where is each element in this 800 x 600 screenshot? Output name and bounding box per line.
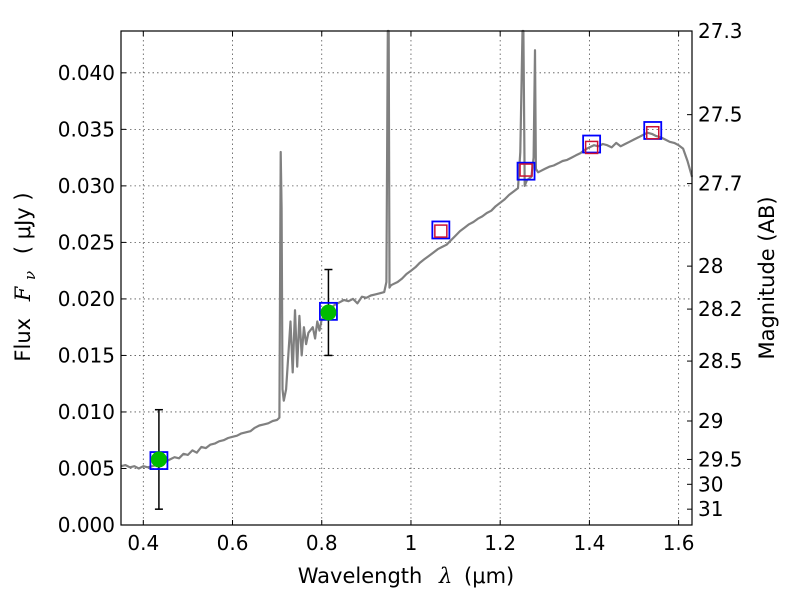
y2-tick-label: 27.3 <box>698 19 743 43</box>
y-tick-label: 0.025 <box>58 230 115 254</box>
plot-frame <box>120 30 693 526</box>
y-tick-label: 0.040 <box>58 61 115 85</box>
y-axis-label: Flux <box>11 318 35 362</box>
y-tick-label: 0.030 <box>58 174 115 198</box>
y-tick-label: 0.010 <box>58 400 115 424</box>
tick-labels: 0.4 0.6 0.8 1 1.2 1.4 1.6 0.000 0.005 0.010 0.015 0… <box>58 19 743 555</box>
y2-tick-label: 31 <box>698 497 723 521</box>
x-axis-label: Wavelength <box>298 564 423 588</box>
y2-axis-title: Magnitude (AB) <box>755 196 779 359</box>
y2-tick-label: 29.5 <box>698 447 743 471</box>
x-tick-label: 0.4 <box>127 531 159 555</box>
y-tick-label: 0.035 <box>58 117 115 141</box>
x-tick-label: 1.6 <box>663 531 695 555</box>
markers <box>149 121 663 470</box>
observed-box-marker <box>582 134 602 154</box>
y2-tick-label: 28 <box>698 254 723 278</box>
y2-tick-label: 29 <box>698 409 723 433</box>
x-tick-label: 1.4 <box>573 531 605 555</box>
series-layer <box>120 29 694 470</box>
model-box-marker <box>645 125 660 140</box>
grid <box>121 31 692 526</box>
model-box-marker <box>519 163 533 177</box>
x-tick-label: 1.2 <box>484 531 516 555</box>
ticks <box>121 30 692 526</box>
y-axis-unit: ( μJy ) <box>11 192 35 254</box>
error-bars <box>154 268 333 510</box>
x-tick-label: 0.6 <box>217 531 249 555</box>
x-axis-symbol: λ <box>438 564 452 588</box>
x-axis-unit: (μm) <box>464 564 514 588</box>
x-tick-label: 0.8 <box>306 531 338 555</box>
model-spectrum-line <box>120 29 694 470</box>
y2-tick-label: 27.7 <box>698 172 743 196</box>
y-tick-label: 0.005 <box>58 456 115 480</box>
y2-tick-label: 27.5 <box>698 103 743 127</box>
y-axis-subscript: ν <box>21 271 39 280</box>
photometry-point <box>150 451 167 468</box>
y-axis-symbol: F <box>11 285 35 302</box>
y-tick-label: 0.000 <box>58 513 115 537</box>
observed-box-marker <box>516 161 536 181</box>
y-tick-label: 0.020 <box>58 287 115 311</box>
y2-tick-label: 28.5 <box>698 349 743 373</box>
x-axis-title: Wavelength λ (μm) <box>298 564 514 588</box>
y2-tick-label: 28.2 <box>698 297 743 321</box>
model-box-marker <box>584 140 599 155</box>
y-tick-label: 0.015 <box>58 343 115 367</box>
photometry-point <box>320 304 337 321</box>
model-box-marker <box>434 224 448 238</box>
y2-tick-label: 30 <box>698 472 723 496</box>
observed-box-marker <box>431 220 451 240</box>
x-tick-label: 1 <box>405 531 418 555</box>
y-axis-title: Flux F ν ( μJy ) <box>11 192 40 361</box>
